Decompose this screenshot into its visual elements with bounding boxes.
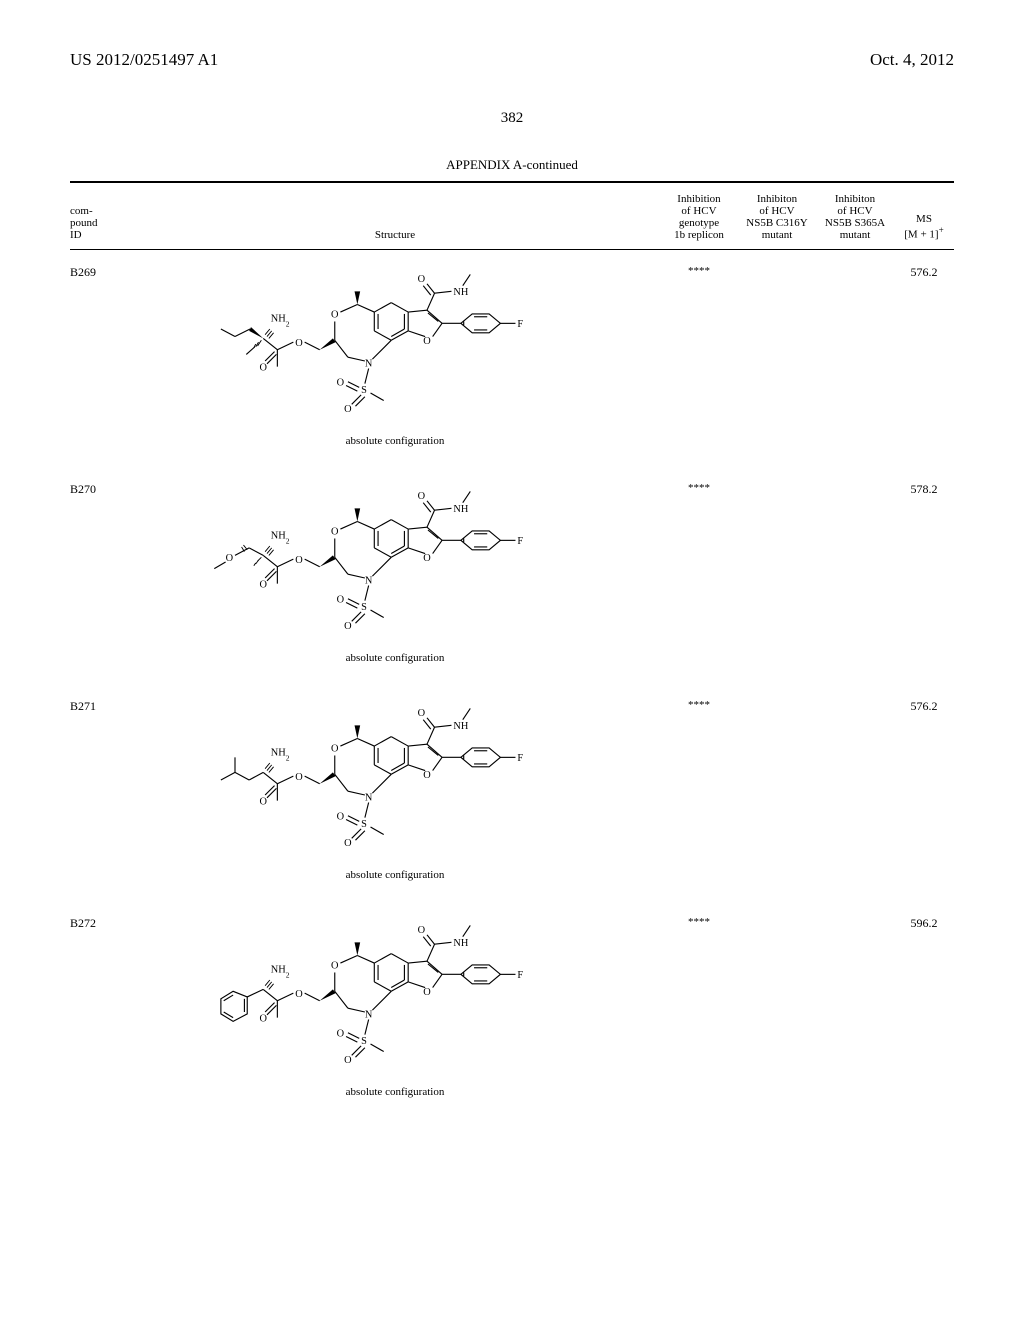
svg-text:NH2: NH2 [271,313,290,328]
compound-id: B269 [70,265,130,280]
chemical-structure-icon: NH2 O O O N [205,916,585,1076]
appendix-title: APPENDIX A-continued [70,157,954,173]
svg-text:NH2: NH2 [271,747,290,762]
svg-text:NH2: NH2 [271,964,290,979]
header-compound-id: com-poundID [70,205,130,241]
header-structure: Structure [130,229,660,241]
ms-value: 576.2 [894,699,954,714]
svg-text:N: N [365,793,373,804]
svg-text:O: O [418,708,426,719]
chemical-structure-icon: NH2 O O O N [205,265,585,425]
chemical-structure-icon: NH2 O O O N S [205,699,585,859]
svg-text:O: O [423,987,431,998]
header-ms: MS[M + 1]+ [894,213,954,241]
svg-text:O: O [331,961,339,972]
svg-text:F: F [517,753,523,764]
data-table: com-poundID Structure Inhibitionof HCVge… [70,181,954,1118]
svg-text:O: O [423,770,431,781]
ms-value: 578.2 [894,482,954,497]
header-inhibition-c316y: Inhibitonof HCVNS5B C316Ymutant [738,193,816,241]
svg-text:S: S [361,602,367,613]
svg-text:O: O [423,336,431,347]
svg-text:O: O [259,1013,267,1024]
svg-text:O: O [259,579,267,590]
svg-text:O: O [295,338,303,349]
svg-text:O: O [331,310,339,321]
configuration-label: absolute configuration [346,869,445,881]
svg-text:F: F [517,536,523,547]
svg-text:N: N [365,359,373,370]
svg-text:O: O [331,744,339,755]
svg-text:F: F [517,319,523,330]
svg-text:O: O [337,377,345,388]
header-inhibition-s365a: Inhibitonof HCVNS5B S365Amutant [816,193,894,241]
configuration-label: absolute configuration [346,435,445,447]
configuration-label: absolute configuration [346,1086,445,1098]
svg-text:O: O [259,796,267,807]
inhibition-1b: **** [660,482,738,494]
table-row: B271 NH2 O O O N [70,684,954,901]
svg-text:O: O [344,404,352,415]
svg-text:O: O [226,553,234,564]
structure-cell: NH2 O O O N [130,916,660,1118]
svg-text:O: O [337,594,345,605]
svg-text:O: O [259,362,267,373]
svg-text:O: O [337,1028,345,1039]
svg-text:F: F [517,970,523,981]
patent-number: US 2012/0251497 A1 [70,50,218,70]
structure-cell: NH2 O O O N S [130,699,660,901]
svg-text:N: N [365,576,373,587]
svg-text:S: S [361,819,367,830]
configuration-label: absolute configuration [346,652,445,664]
inhibition-1b: **** [660,699,738,711]
compound-id: B270 [70,482,130,497]
svg-text:NH: NH [453,938,468,949]
svg-text:O: O [295,989,303,1000]
compound-id: B272 [70,916,130,931]
svg-text:O: O [344,1055,352,1066]
svg-text:O: O [295,555,303,566]
svg-text:S: S [361,1036,367,1047]
svg-text:NH2: NH2 [271,530,290,545]
inhibition-1b: **** [660,265,738,277]
svg-text:NH: NH [453,721,468,732]
chemical-structure-icon: NH2 O O O O N [205,482,585,642]
table-header-row: com-poundID Structure Inhibitionof HCVge… [70,185,954,249]
table-row: B272 NH2 O O O N [70,901,954,1118]
svg-text:O: O [295,772,303,783]
page-number: 382 [70,110,954,127]
svg-text:NH: NH [453,504,468,515]
svg-text:NH: NH [453,287,468,298]
svg-text:S: S [361,385,367,396]
svg-text:O: O [344,621,352,632]
svg-text:O: O [423,553,431,564]
structure-cell: NH2 O O O O N [130,482,660,684]
ms-value: 596.2 [894,916,954,931]
table-row: B270 NH2 O O O O [70,467,954,684]
header-inhibition-1b: Inhibitionof HCVgenotype1b replicon [660,193,738,241]
inhibition-1b: **** [660,916,738,928]
ms-value: 576.2 [894,265,954,280]
svg-text:O: O [418,274,426,285]
svg-text:O: O [337,811,345,822]
svg-text:O: O [344,838,352,849]
table-row: B269 NH2 O O O N [70,250,954,467]
svg-text:O: O [331,527,339,538]
compound-id: B271 [70,699,130,714]
svg-text:N: N [365,1010,373,1021]
svg-text:O: O [418,925,426,936]
svg-text:O: O [418,491,426,502]
structure-cell: NH2 O O O N [130,265,660,467]
patent-date: Oct. 4, 2012 [870,50,954,70]
